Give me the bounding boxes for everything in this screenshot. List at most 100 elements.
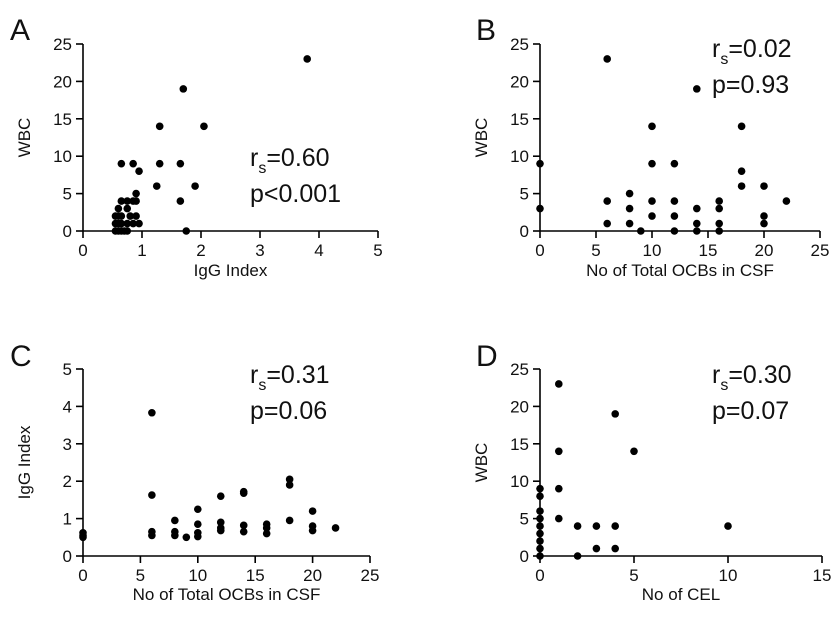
y-tick-label: 20 xyxy=(53,72,72,91)
y-tick-label: 5 xyxy=(63,185,72,204)
x-tick-label: 20 xyxy=(755,241,774,260)
data-point xyxy=(592,522,601,530)
data-point xyxy=(611,410,619,418)
y-tick-label: 3 xyxy=(63,435,72,454)
data-point xyxy=(715,197,723,205)
data-point xyxy=(262,524,271,532)
data-point xyxy=(171,516,179,525)
panel-a: A 0 5 10 15 20 25 0 1 2 3 4 5 IgG Index WBC rs=0.60 p<0.… xyxy=(10,14,383,280)
y-tick-label: 15 xyxy=(510,110,529,129)
x-tick-label: 10 xyxy=(643,241,662,260)
data-point xyxy=(176,197,185,205)
y-tick-label: 0 xyxy=(520,222,529,241)
data-point xyxy=(625,219,634,228)
panel-c: C 0 1 2 3 4 5 0 5 10 15 20 25 No of Total OCBs in CSF… xyxy=(10,340,379,604)
data-point xyxy=(176,159,185,168)
y-tick-label: 0 xyxy=(63,222,72,241)
data-point xyxy=(129,219,137,228)
x-tick-label: 4 xyxy=(314,241,323,260)
x-tick-label: 25 xyxy=(811,241,830,260)
data-point xyxy=(79,533,87,542)
data-point xyxy=(123,204,132,213)
data-point xyxy=(693,219,701,228)
data-point xyxy=(126,212,134,220)
y-tick-label: 1 xyxy=(63,510,72,529)
data-point xyxy=(117,159,126,168)
x-tick-label: 0 xyxy=(78,241,87,260)
stat-r-value: =0.31 xyxy=(266,361,329,389)
stat-r: rs=0.30 xyxy=(712,361,792,394)
data-point xyxy=(715,227,723,235)
x-tick-label: 0 xyxy=(535,241,544,260)
data-point xyxy=(724,522,732,530)
x-tick-label: 25 xyxy=(361,566,380,585)
data-point xyxy=(670,227,679,235)
data-point xyxy=(670,197,679,205)
data-point xyxy=(536,544,544,553)
data-point xyxy=(182,227,191,235)
data-point xyxy=(123,227,132,235)
data-point xyxy=(760,219,768,228)
data-point xyxy=(135,167,143,175)
x-tick-label: 15 xyxy=(246,566,265,585)
panel-letter: B xyxy=(476,14,496,47)
y-tick-label: 20 xyxy=(510,397,529,416)
data-point xyxy=(782,197,791,205)
y-tick-label: 15 xyxy=(53,110,72,129)
data-point xyxy=(216,526,225,535)
data-point xyxy=(555,514,563,523)
x-tick-label: 10 xyxy=(188,566,207,585)
x-tick-label: 0 xyxy=(78,566,87,585)
stat-r-value: =0.30 xyxy=(728,361,791,389)
data-point xyxy=(285,475,294,484)
stat-r: rs=0.31 xyxy=(250,361,330,394)
x-tick-label: 20 xyxy=(303,566,322,585)
x-axis-title: No of Total OCBs in CSF xyxy=(133,585,321,604)
data-point xyxy=(611,522,619,530)
y-tick-label: 10 xyxy=(53,147,72,166)
x-tick-label: 15 xyxy=(813,566,832,585)
x-tick-label: 5 xyxy=(591,241,600,260)
data-point xyxy=(592,544,601,553)
data-point xyxy=(536,537,544,545)
data-point xyxy=(648,212,656,220)
data-point xyxy=(117,219,126,228)
data-point xyxy=(135,219,143,228)
y-tick-label: 5 xyxy=(520,510,529,529)
data-point xyxy=(303,55,312,63)
data-point xyxy=(308,526,317,535)
data-point xyxy=(573,552,582,560)
data-point xyxy=(152,182,161,190)
data-point xyxy=(648,197,656,205)
data-point xyxy=(285,481,294,489)
y-axis-title: WBC xyxy=(472,118,491,158)
panel-letter: A xyxy=(10,14,30,47)
y-tick-label: 10 xyxy=(510,147,529,166)
data-point xyxy=(182,533,191,542)
x-axis-title: No of CEL xyxy=(642,585,720,604)
data-point xyxy=(648,122,656,131)
data-point xyxy=(132,212,140,220)
y-tick-label: 25 xyxy=(53,35,72,54)
x-axis-title: No of Total OCBs in CSF xyxy=(586,261,774,280)
stat-r-value: =0.60 xyxy=(266,144,329,172)
y-tick-label: 5 xyxy=(63,360,72,379)
y-tick-label: 10 xyxy=(510,472,529,491)
data-point xyxy=(625,189,634,198)
data-point xyxy=(693,227,701,235)
stat-r-main: r xyxy=(250,144,258,172)
data-point xyxy=(693,85,701,93)
x-tick-label: 3 xyxy=(255,241,264,260)
data-point xyxy=(191,182,199,190)
data-point xyxy=(155,159,164,168)
data-point xyxy=(308,507,317,515)
x-tick-label: 2 xyxy=(196,241,205,260)
panel-d: D 0 5 10 15 20 25 0 5 10 15 No of CEL WBC rs=0.30 p=0.… xyxy=(472,340,831,604)
data-point xyxy=(123,219,132,228)
data-point xyxy=(216,492,225,500)
data-point xyxy=(132,189,140,198)
data-point xyxy=(129,159,137,168)
y-tick-label: 25 xyxy=(510,35,529,54)
stat-r-subscript: s xyxy=(258,160,266,177)
